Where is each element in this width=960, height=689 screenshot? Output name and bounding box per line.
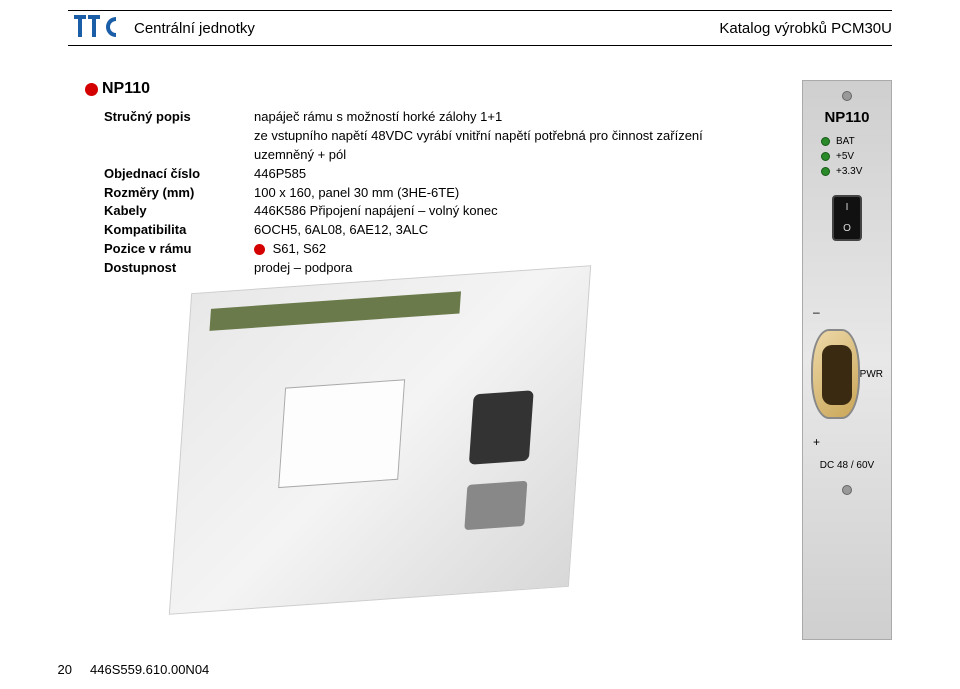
page-footer: 20 446S559.610.00N04 xyxy=(48,662,209,677)
panel-spacer xyxy=(807,259,887,299)
spec-value: 446K586 Připojení napájení – volný konec xyxy=(250,202,740,221)
board-rocker-switch xyxy=(469,390,534,465)
spec-table: Stručný popisnapáječ rámu s možností hor… xyxy=(100,108,740,278)
spec-label: Kabely xyxy=(100,202,250,221)
page-header: Centrální jednotky Katalog výrobků PCM30… xyxy=(68,10,892,46)
red-dot-icon xyxy=(254,244,265,255)
table-row: ze vstupního napětí 48VDC vyrábí vnitřní… xyxy=(100,127,740,146)
board-connector-strip xyxy=(209,291,461,331)
spec-value: napáječ rámu s možností horké zálohy 1+1 xyxy=(250,108,740,127)
spec-value: ze vstupního napětí 48VDC vyrábí vnitřní… xyxy=(250,127,740,146)
screw-icon xyxy=(842,485,852,495)
led-row: +3.3V xyxy=(821,166,887,177)
table-row: uzemněný + pól xyxy=(100,146,740,165)
table-row: Rozměry (mm)100 x 160, panel 30 mm (3HE-… xyxy=(100,184,740,203)
table-row: Objednací číslo446P585 xyxy=(100,165,740,184)
spec-table-body: Stručný popisnapáječ rámu s možností hor… xyxy=(100,108,740,278)
board-photo xyxy=(169,265,591,615)
panel-bottom-label: DC 48 / 60V xyxy=(807,460,887,471)
spec-label: Dostupnost xyxy=(100,259,250,278)
front-panel: NP110 BAT +5V +3.3V I O – PWR + DC 48 / … xyxy=(802,80,892,640)
product-title: NP110 xyxy=(85,80,150,98)
title-text: NP110 xyxy=(102,80,150,98)
polarity-minus: – xyxy=(807,305,887,319)
ttc-logo xyxy=(72,13,124,44)
led-row: +5V xyxy=(821,151,887,162)
page-number: 20 xyxy=(48,662,72,677)
led-label: +5V xyxy=(836,151,854,162)
pwr-connector xyxy=(811,329,860,419)
spec-label: Pozice v rámu xyxy=(100,240,250,259)
connector-side-label: PWR xyxy=(860,369,883,380)
header-left-text: Centrální jednotky xyxy=(134,20,719,37)
table-row: Kabely446K586 Připojení napájení – volný… xyxy=(100,202,740,221)
spec-value: S61, S62 xyxy=(250,240,740,259)
spec-label: Objednací číslo xyxy=(100,165,250,184)
board-module xyxy=(278,379,405,488)
spec-value: uzemněný + pól xyxy=(250,146,740,165)
table-row: Dostupnostprodej – podpora xyxy=(100,259,740,278)
table-row: Stručný popisnapáječ rámu s možností hor… xyxy=(100,108,740,127)
panel-leds: BAT +5V +3.3V xyxy=(807,136,887,177)
title-red-dot-icon xyxy=(85,83,98,96)
table-row: Pozice v rámu S61, S62 xyxy=(100,240,740,259)
panel-name: NP110 xyxy=(807,109,887,126)
rocker-on-label: I xyxy=(846,202,849,213)
spec-value: 100 x 160, panel 30 mm (3HE-6TE) xyxy=(250,184,740,203)
doc-number: 446S559.610.00N04 xyxy=(90,662,209,677)
led-icon xyxy=(821,137,830,146)
rocker-switch: I O xyxy=(832,195,862,241)
spec-label: Rozměry (mm) xyxy=(100,184,250,203)
led-label: +3.3V xyxy=(836,166,862,177)
screw-icon xyxy=(842,91,852,101)
spec-value: 6OCH5, 6AL08, 6AE12, 3ALC xyxy=(250,221,740,240)
led-row: BAT xyxy=(821,136,887,147)
spec-value: 446P585 xyxy=(250,165,740,184)
polarity-plus: + xyxy=(807,435,887,449)
spec-label: Stručný popis xyxy=(100,108,250,127)
board-power-connector xyxy=(464,481,527,530)
led-icon xyxy=(821,152,830,161)
rocker-off-label: O xyxy=(843,223,851,234)
led-label: BAT xyxy=(836,136,855,147)
header-right-text: Katalog výrobků PCM30U xyxy=(719,20,892,37)
spec-label xyxy=(100,146,250,165)
led-icon xyxy=(821,167,830,176)
table-row: Kompatibilita6OCH5, 6AL08, 6AE12, 3ALC xyxy=(100,221,740,240)
spec-label: Kompatibilita xyxy=(100,221,250,240)
connector-row: PWR xyxy=(807,319,887,429)
spec-label xyxy=(100,127,250,146)
